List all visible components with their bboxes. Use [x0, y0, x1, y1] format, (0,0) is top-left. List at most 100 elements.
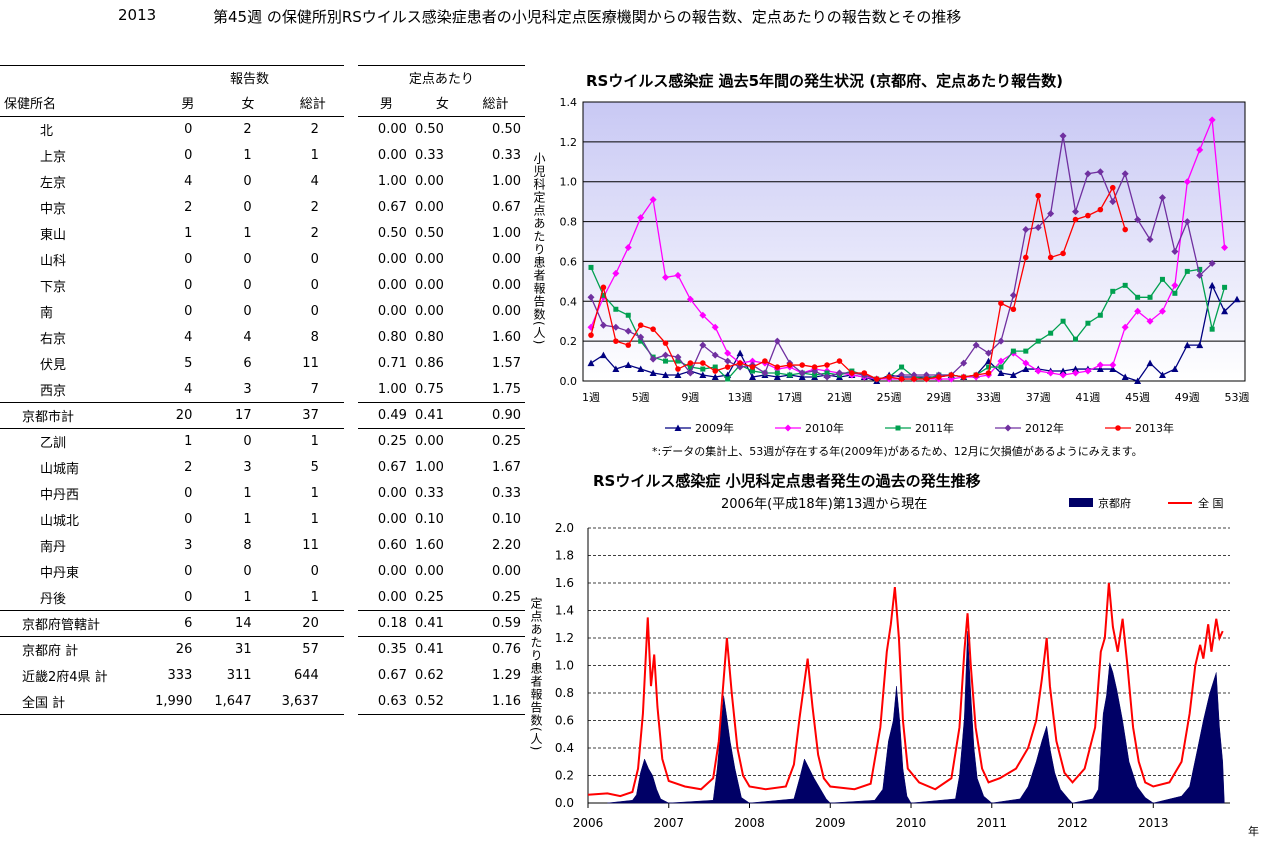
row-cell: 0.62	[414, 668, 444, 683]
chart1-point	[774, 364, 781, 370]
table-row: 京都府 計 26 31 57 0.35 0.41 0.76	[0, 636, 525, 663]
chart1-point	[699, 341, 707, 349]
row-cell: 644	[294, 668, 319, 683]
chart1-point	[587, 359, 595, 367]
chart1-point	[799, 362, 805, 368]
chart1-xtick: 49週	[1175, 391, 1200, 404]
chart1-point	[923, 376, 930, 382]
row-cell: 0.59	[469, 610, 525, 637]
chart1-point	[1048, 330, 1054, 336]
row-cell: 0.00	[414, 252, 444, 267]
row-cell: 0.00	[343, 506, 415, 533]
chart1-point	[650, 326, 656, 332]
chart1-point	[1022, 365, 1030, 373]
row-name: 左京	[40, 176, 67, 191]
row-cell: 1	[243, 512, 252, 527]
chart1-point	[675, 358, 681, 364]
chart1-xtick: 29週	[926, 391, 951, 404]
chart1-point	[699, 371, 707, 379]
chart1-point	[936, 374, 942, 380]
chart2-xtick: 2011	[977, 816, 1008, 830]
chart1-point	[1059, 367, 1067, 375]
row-cell: 0	[184, 122, 193, 138]
row-cell: 1	[243, 226, 252, 241]
chart1-point	[1085, 212, 1091, 219]
row-cell: 17	[214, 402, 282, 429]
row-cell: 0.25	[492, 589, 521, 605]
chart1-point	[1109, 365, 1117, 373]
chart1-point	[1171, 365, 1179, 373]
chart1-point	[1096, 365, 1104, 373]
chart1-legend-marker	[1004, 424, 1012, 432]
chart2-ytick: 0.2	[555, 769, 574, 783]
chart1-point	[798, 369, 806, 377]
chart1-point	[674, 371, 682, 379]
row-cell: 0.25	[414, 589, 444, 605]
row-cell: 2	[310, 122, 319, 138]
chart1-point	[1158, 307, 1166, 315]
table-row: 中丹西 0 1 1 0.00 0.33 0.33	[0, 480, 525, 507]
chart1-svg: 0.0 0.2 0.4 0.6 0.8 1.0 1.2 1.4 1週 5週 9週 13週 17週 21週 2…	[560, 96, 1250, 435]
table-row: 近畿2府4県 計 333 311 644 0.67 0.62 1.29	[0, 662, 525, 689]
chart2-ytick: 0.4	[555, 741, 574, 755]
chart1-xtick: 25週	[877, 391, 902, 404]
chart1-point	[637, 322, 644, 328]
chart1-point	[811, 364, 818, 370]
row-cell: 11	[302, 356, 319, 371]
chart1-point	[1158, 371, 1166, 379]
col-male: 男	[155, 89, 215, 117]
row-cell: 1	[310, 589, 319, 605]
chart1-point	[1222, 284, 1228, 290]
row-cell: 1.00	[492, 226, 521, 241]
row-cell: 1	[310, 512, 319, 527]
row-cell: 3,637	[281, 688, 351, 715]
table-column-header: 保健所名 男 女 総計 男 女 総計	[0, 89, 525, 117]
row-cell: 1	[243, 148, 252, 163]
chart1-point	[612, 269, 620, 277]
chart1-point	[612, 365, 620, 373]
row-cell: 2	[310, 200, 319, 215]
row-cell: 0.75	[414, 381, 444, 397]
row-cell: 1,990	[155, 688, 215, 715]
table-row: 山城南 2 3 5 0.67 1.00 1.67	[0, 454, 525, 481]
chart1-point	[1158, 194, 1166, 202]
chart1-point	[836, 358, 843, 364]
chart1-point	[1208, 281, 1216, 289]
chart1-point	[1233, 295, 1241, 303]
chart1-point	[725, 376, 731, 382]
chart1-point	[1159, 276, 1165, 282]
row-cell: 2	[243, 122, 252, 138]
chart1-series-line	[590, 267, 1226, 380]
row-cell: 0.33	[414, 486, 444, 501]
chart2-svg: 0.0 0.2 0.4 0.6 0.8 1.0 1.2 1.4 1.6 1.8 2.0 2006 200…	[555, 496, 1259, 838]
chart1-point	[613, 338, 619, 344]
row-cell: 2	[184, 460, 193, 475]
row-cell: 0	[310, 278, 319, 293]
row-name: 中丹東	[40, 566, 80, 581]
row-name: 京都府 計	[22, 644, 79, 660]
chart1-xtick: 5週	[632, 391, 650, 404]
col-name: 保健所名	[0, 89, 156, 117]
row-cell: 0.50	[414, 122, 444, 138]
chart1-point	[824, 362, 830, 368]
table-row: 京都市計 20 17 37 0.49 0.41 0.90	[0, 402, 525, 429]
chart1-xtick: 41週	[1075, 391, 1100, 404]
chart1-point	[686, 295, 694, 303]
chart1-point	[899, 364, 905, 370]
row-cell: 0	[243, 434, 252, 450]
chart1-point	[750, 368, 755, 374]
row-name: 丹後	[40, 591, 67, 607]
chart1-point	[1109, 361, 1117, 369]
chart1-point	[1059, 371, 1067, 379]
chart1-ytick: 0.6	[560, 255, 578, 268]
chart1-point	[600, 292, 606, 298]
chart1-point	[1060, 318, 1066, 324]
row-cell: 0	[184, 512, 193, 527]
row-name: 伏見	[40, 358, 67, 373]
table-row: 右京 4 4 8 0.80 0.80 1.60	[0, 324, 525, 351]
chart1-point	[712, 368, 719, 374]
chart2-ytick: 0.8	[555, 686, 574, 700]
row-cell: 0.76	[492, 642, 521, 658]
chart2-ytick: 1.0	[555, 659, 574, 673]
row-cell: 0.50	[414, 226, 444, 241]
